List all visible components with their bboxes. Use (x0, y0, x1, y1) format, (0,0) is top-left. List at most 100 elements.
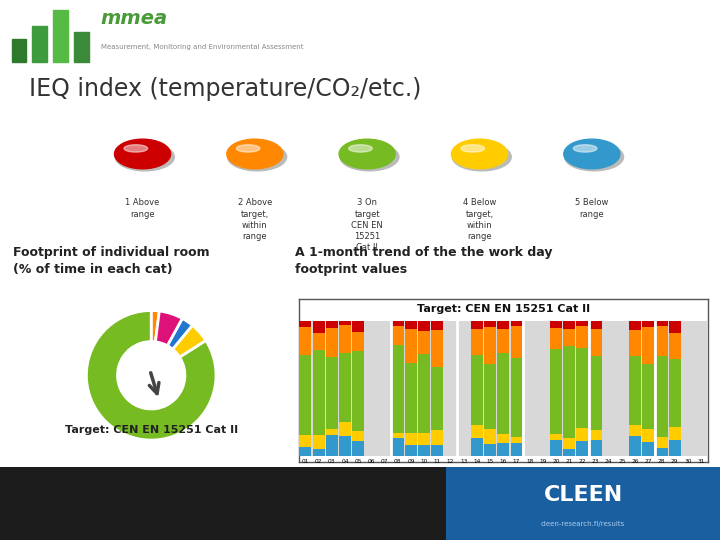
Text: Footprint of individual room
(% of time in each cat): Footprint of individual room (% of time … (13, 246, 210, 276)
Bar (550, 440, 562, 456)
Ellipse shape (228, 143, 287, 171)
Bar (629, 425, 641, 436)
Ellipse shape (115, 143, 174, 171)
Bar (498, 321, 509, 329)
Bar (669, 321, 680, 333)
Bar (471, 329, 483, 355)
Bar (312, 449, 325, 456)
Bar (656, 437, 667, 448)
Bar (563, 449, 575, 456)
Bar (352, 431, 364, 441)
Bar (431, 430, 444, 444)
Bar (339, 321, 351, 326)
Ellipse shape (568, 151, 616, 166)
Ellipse shape (573, 145, 597, 152)
Bar (431, 321, 444, 330)
Ellipse shape (348, 145, 372, 152)
Bar (352, 441, 364, 456)
Text: 2 Above
target,
within
range: 2 Above target, within range (238, 198, 272, 241)
Bar (339, 353, 351, 422)
Bar (352, 332, 364, 351)
Bar (498, 329, 509, 353)
Bar (405, 433, 417, 445)
Bar (471, 321, 483, 329)
X-axis label: Day of month: Day of month (472, 467, 534, 476)
Bar (563, 329, 575, 346)
Bar (352, 351, 364, 431)
Bar (326, 435, 338, 456)
Bar (339, 422, 351, 436)
Bar (550, 321, 562, 328)
Bar (471, 355, 483, 425)
Bar (431, 367, 444, 430)
Bar (590, 321, 602, 329)
Bar (0, 467, 446, 540)
Bar (312, 321, 325, 333)
Bar (431, 330, 444, 367)
Bar (550, 328, 562, 349)
Bar (563, 321, 575, 329)
Bar (642, 321, 654, 327)
Bar (510, 321, 523, 326)
Bar (326, 328, 338, 357)
Bar (590, 440, 602, 456)
Text: 3 On
target
CEN EN
15251
Cat II: 3 On target CEN EN 15251 Cat II (351, 198, 383, 252)
Ellipse shape (339, 139, 395, 169)
Bar (656, 356, 667, 437)
Bar (642, 429, 654, 442)
Bar (577, 321, 588, 326)
Bar (300, 355, 311, 435)
Bar (590, 430, 602, 440)
Bar (73, 32, 89, 62)
Bar (498, 443, 509, 456)
Bar (392, 433, 404, 438)
Ellipse shape (456, 151, 503, 166)
Bar (418, 331, 430, 354)
Bar (484, 429, 496, 443)
Ellipse shape (564, 143, 624, 171)
Bar (656, 321, 667, 326)
Text: Target: CEN EN 15251 Cat II: Target: CEN EN 15251 Cat II (417, 305, 590, 314)
Text: 4 Below
target,
within
range: 4 Below target, within range (463, 198, 496, 241)
Bar (629, 321, 641, 330)
Ellipse shape (343, 151, 391, 166)
Text: cleen-research.fi/results: cleen-research.fi/results (541, 521, 626, 527)
Bar (418, 321, 430, 331)
Bar (300, 327, 311, 355)
Bar (405, 321, 417, 329)
Bar (563, 346, 575, 438)
Bar (446, 467, 720, 540)
Bar (418, 354, 430, 433)
Bar (392, 321, 404, 327)
Bar (326, 357, 338, 429)
Bar (642, 327, 654, 363)
Ellipse shape (119, 151, 166, 166)
Text: IEQ index (temperature/CO₂/etc.): IEQ index (temperature/CO₂/etc.) (29, 77, 421, 101)
Bar (629, 436, 641, 456)
Bar (418, 433, 430, 446)
Ellipse shape (227, 139, 283, 169)
Bar (339, 326, 351, 353)
Bar (590, 329, 602, 356)
Bar (577, 326, 588, 348)
Text: 5 Below
range: 5 Below range (575, 198, 608, 219)
Bar (300, 447, 311, 456)
Bar (669, 333, 680, 359)
Bar (405, 329, 417, 363)
Bar (431, 444, 444, 456)
Bar (312, 435, 325, 449)
Ellipse shape (564, 139, 620, 169)
Bar (550, 349, 562, 435)
Ellipse shape (461, 145, 485, 152)
Bar (510, 326, 523, 358)
Bar (656, 448, 667, 456)
Bar (300, 435, 311, 447)
Bar (642, 442, 654, 456)
Bar (312, 349, 325, 435)
Bar (484, 443, 496, 456)
Wedge shape (156, 311, 182, 346)
Bar (471, 425, 483, 438)
Bar (669, 440, 680, 456)
Ellipse shape (451, 139, 508, 169)
Bar (590, 356, 602, 430)
